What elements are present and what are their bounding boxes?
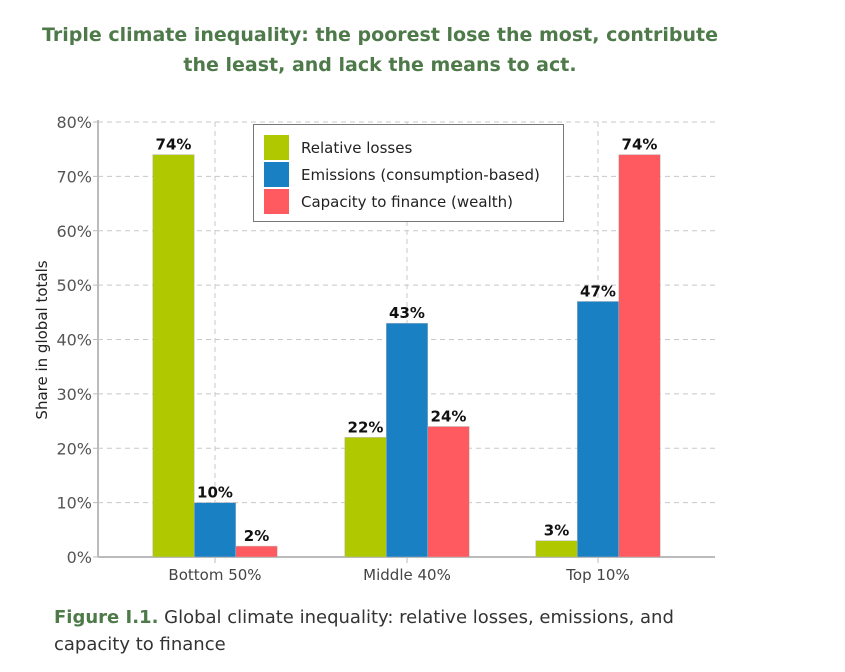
legend-swatch [264,162,289,187]
data-label: 22% [348,418,384,436]
bar [618,154,661,558]
chart-title: Triple climate inequality: the poorest l… [42,24,718,76]
x-tick-label: Bottom 50% [168,566,261,584]
data-label: 74% [156,136,192,154]
bar [152,154,195,558]
x-tick-label: Top 10% [565,566,629,584]
x-tick-label: Middle 40% [363,566,451,584]
bar [194,502,236,558]
bar [535,540,578,558]
caption-label: Figure I.1. [54,607,159,628]
y-tick-label: 50% [56,276,92,295]
data-label: 2% [244,527,269,545]
bar [577,301,619,558]
figure-caption: Figure I.1. Global climate inequality: r… [54,604,734,658]
y-tick-label: 40% [56,331,92,350]
bar [344,437,387,558]
data-label: 47% [580,282,616,300]
y-axis-label: Share in global totals [33,260,51,419]
data-label: 74% [622,136,658,154]
y-tick-label: 70% [56,167,92,186]
y-tick-label: 10% [56,494,92,513]
y-tick-label: 80% [56,113,92,132]
legend-swatch [264,135,289,160]
legend-item: Emissions (consumption-based) [264,162,540,187]
legend: Relative losses Emissions (consumption-ba… [253,124,564,222]
bar [427,426,470,558]
data-label: 10% [197,484,233,502]
data-label: 3% [544,522,569,540]
data-label: 24% [431,408,467,426]
caption-text: Global climate inequality: relative loss… [54,607,674,655]
bar [386,322,428,558]
legend-item: Relative losses [264,135,412,160]
bar [235,545,278,558]
legend-label: Capacity to finance (wealth) [301,192,513,211]
y-tick-label: 20% [56,439,92,458]
legend-label: Relative losses [301,138,413,157]
legend-item: Capacity to finance (wealth) [264,189,513,214]
data-label: 43% [389,304,425,322]
legend-swatch [264,189,289,214]
y-tick-label: 30% [56,385,92,404]
bar-chart: 0% 10% 20% 30% 40% 50% 60% 70% 80% Bottom 50% Midd… [33,113,715,584]
legend-label: Emissions (consumption-based) [301,165,540,184]
y-tick-label: 60% [56,222,92,241]
y-tick-label: 0% [67,548,92,567]
